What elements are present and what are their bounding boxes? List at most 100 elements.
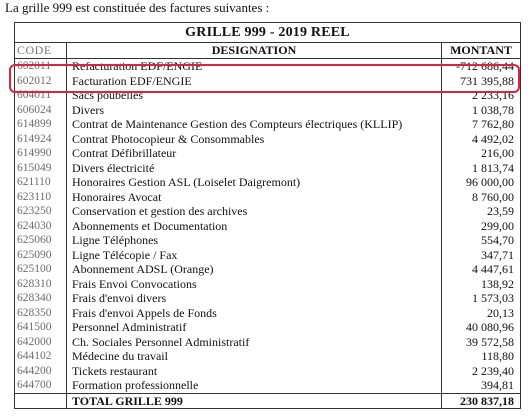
montant-cell: 4 492,02 bbox=[441, 131, 521, 146]
table-row: 628350 Frais d'envoi Appels de Fonds 20,13 bbox=[14, 305, 521, 320]
code-cell: 642000 bbox=[14, 334, 67, 349]
designation-cell: Ligne Télécopie / Fax bbox=[66, 247, 442, 262]
code-cell: 621110 bbox=[14, 175, 67, 190]
designation-cell: Contrat Photocopieur & Consommables bbox=[66, 131, 442, 146]
code-cell: 602012 bbox=[14, 73, 67, 88]
table-row: 602011 Refacturation EDF/ENGIE -712 686,44 bbox=[14, 58, 521, 74]
code-cell: 614990 bbox=[14, 146, 67, 161]
table-row: 644102 Médecine du travail 118,80 bbox=[14, 349, 521, 364]
code-cell: 644200 bbox=[14, 363, 67, 378]
montant-cell: 96 000,00 bbox=[441, 175, 521, 190]
montant-cell: 731 395,88 bbox=[441, 73, 521, 88]
code-cell: 606024 bbox=[14, 102, 67, 117]
montant-cell: 8 760,00 bbox=[441, 189, 521, 204]
montant-cell: 1 573,03 bbox=[441, 291, 521, 306]
table-row: 644200 Tickets restaurant 2 239,40 bbox=[14, 363, 521, 378]
table-row: 614990 Contrat Défibrillateur 216,00 bbox=[14, 146, 521, 161]
code-cell: 625090 bbox=[14, 247, 67, 262]
intro-text: La grille 999 est constituée des facture… bbox=[5, 0, 270, 15]
designation-cell: Contrat Défibrillateur bbox=[66, 146, 442, 161]
total-row: TOTAL GRILLE 999 230 837,18 bbox=[14, 392, 521, 409]
table-row: 614924 Contrat Photocopieur & Consommable… bbox=[14, 131, 521, 146]
table-row: 628310 Frais Envoi Convocations 138,92 bbox=[14, 276, 521, 291]
code-cell: 625060 bbox=[14, 233, 67, 248]
header-code: CODE bbox=[14, 42, 67, 59]
header-row: CODE DESIGNATION MONTANT bbox=[14, 42, 521, 59]
designation-cell: Abonnement ADSL (Orange) bbox=[66, 262, 442, 277]
table-row: 623110 Honoraires Avocat 8 760,00 bbox=[14, 189, 521, 204]
code-cell: 602011 bbox=[14, 58, 67, 74]
designation-cell: Personnel Administratif bbox=[66, 320, 442, 335]
table-row: 625060 Ligne Téléphones 554,70 bbox=[14, 233, 521, 248]
montant-cell: 2 239,40 bbox=[441, 363, 521, 378]
designation-cell: Médecine du travail bbox=[66, 349, 442, 364]
montant-cell: 40 080,96 bbox=[441, 320, 521, 335]
table-row: 621110 Honoraires Gestion ASL (Loiselet D… bbox=[14, 175, 521, 190]
montant-cell: 347,71 bbox=[441, 247, 521, 262]
montant-cell: 1 038,78 bbox=[441, 102, 521, 117]
designation-cell: Frais d'envoi Appels de Fonds bbox=[66, 305, 442, 320]
code-cell: 614899 bbox=[14, 117, 67, 132]
montant-cell: 20,13 bbox=[441, 305, 521, 320]
montant-cell: 138,92 bbox=[441, 276, 521, 291]
table-row: 604011 Sacs poubelles 2 233,16 bbox=[14, 88, 521, 103]
table-row: 614899 Contrat de Maintenance Gestion des… bbox=[14, 117, 521, 132]
designation-cell: Divers électricité bbox=[66, 160, 442, 175]
montant-cell: 4 447,61 bbox=[441, 262, 521, 277]
code-cell: 624030 bbox=[14, 218, 67, 233]
table-row: 641500 Personnel Administratif 40 080,96 bbox=[14, 320, 521, 335]
designation-cell: Formation professionnelle bbox=[66, 378, 442, 393]
montant-cell: 1 813,74 bbox=[441, 160, 521, 175]
montant-cell: 2 233,16 bbox=[441, 88, 521, 103]
designation-cell: Frais Envoi Convocations bbox=[66, 276, 442, 291]
code-cell: 623250 bbox=[14, 204, 67, 219]
table-row: 625100 Abonnement ADSL (Orange) 4 447,61 bbox=[14, 262, 521, 277]
table-row: 628340 Frais d'envoi divers 1 573,03 bbox=[14, 291, 521, 306]
designation-cell: Frais d'envoi divers bbox=[66, 291, 442, 306]
designation-cell: Contrat de Maintenance Gestion des Compt… bbox=[66, 117, 442, 132]
table-row: 615049 Divers électricité 1 813,74 bbox=[14, 160, 521, 175]
code-cell: 628350 bbox=[14, 305, 67, 320]
montant-cell: 39 572,58 bbox=[441, 334, 521, 349]
table-row: 623250 Conservation et gestion des archiv… bbox=[14, 204, 521, 219]
code-cell: 614924 bbox=[14, 131, 67, 146]
grille-table: GRILLE 999 - 2019 REEL CODE DESIGNATION … bbox=[14, 22, 521, 409]
designation-cell: Ch. Sociales Personnel Administratif bbox=[66, 334, 442, 349]
code-cell: 615049 bbox=[14, 160, 67, 175]
designation-cell: Tickets restaurant bbox=[66, 363, 442, 378]
header-designation: DESIGNATION bbox=[66, 42, 442, 59]
designation-cell: Ligne Téléphones bbox=[66, 233, 442, 248]
code-cell: 623110 bbox=[14, 189, 67, 204]
code-cell: 628340 bbox=[14, 291, 67, 306]
table-row: 644700 Formation professionnelle 394,81 bbox=[14, 378, 521, 393]
designation-cell: Facturation EDF/ENGIE bbox=[66, 73, 442, 88]
designation-cell: Refacturation EDF/ENGIE bbox=[66, 58, 442, 74]
code-cell: 625100 bbox=[14, 262, 67, 277]
code-cell: 644700 bbox=[14, 378, 67, 393]
total-label: TOTAL GRILLE 999 bbox=[66, 392, 442, 409]
designation-cell: Conservation et gestion des archives bbox=[66, 204, 442, 219]
table-body: 602011 Refacturation EDF/ENGIE -712 686,44… bbox=[14, 58, 521, 393]
designation-cell: Sacs poubelles bbox=[66, 88, 442, 103]
table-row: 642000 Ch. Sociales Personnel Administrat… bbox=[14, 334, 521, 349]
montant-cell: 216,00 bbox=[441, 146, 521, 161]
montant-cell: 23,59 bbox=[441, 204, 521, 219]
total-montant: 230 837,18 bbox=[441, 392, 521, 409]
designation-cell: Honoraires Gestion ASL (Loiselet Daigrem… bbox=[66, 175, 442, 190]
designation-cell: Abonnements et Documentation bbox=[66, 218, 442, 233]
header-montant: MONTANT bbox=[441, 42, 521, 59]
montant-cell: -712 686,44 bbox=[441, 58, 521, 74]
code-cell: 604011 bbox=[14, 88, 67, 103]
code-cell: 644102 bbox=[14, 349, 67, 364]
montant-cell: 7 762,80 bbox=[441, 117, 521, 132]
code-cell: 628310 bbox=[14, 276, 67, 291]
table-row: 624030 Abonnements et Documentation 299,00 bbox=[14, 218, 521, 233]
designation-cell: Honoraires Avocat bbox=[66, 189, 442, 204]
table-row: 602012 Facturation EDF/ENGIE 731 395,88 bbox=[14, 73, 521, 88]
code-cell: 641500 bbox=[14, 320, 67, 335]
montant-cell: 394,81 bbox=[441, 378, 521, 393]
montant-cell: 299,00 bbox=[441, 218, 521, 233]
table-row: 606024 Divers 1 038,78 bbox=[14, 102, 521, 117]
table-row: 625090 Ligne Télécopie / Fax 347,71 bbox=[14, 247, 521, 262]
montant-cell: 554,70 bbox=[441, 233, 521, 248]
